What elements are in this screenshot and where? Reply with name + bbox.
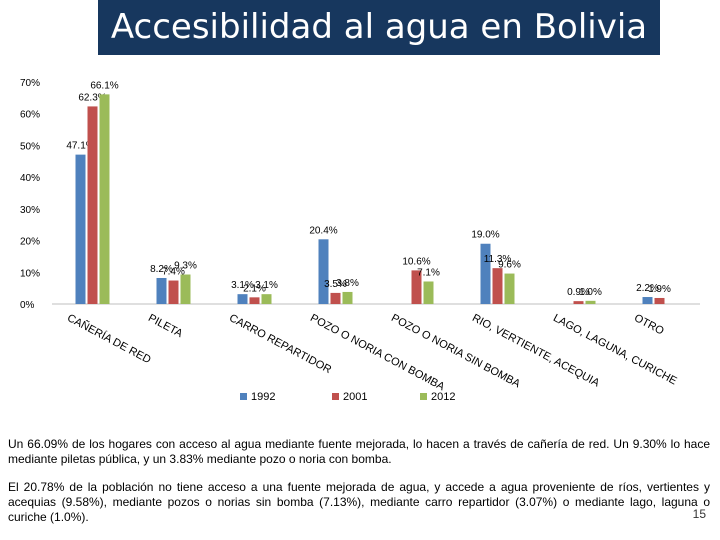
data-label: 3.1% [255, 280, 278, 291]
data-label: 9.3% [174, 261, 197, 272]
caption-paragraph-2: El 20.78% de la población no tiene acces… [8, 480, 710, 524]
legend-swatch-1992 [240, 393, 247, 400]
data-label: 1.0% [579, 287, 602, 298]
bar-1992 [156, 277, 167, 304]
bar-1992 [480, 243, 491, 304]
category-label: POZO O NORIA CON BOMBA [308, 312, 447, 393]
bar-2012 [261, 294, 272, 304]
category-label: CAÑERÍA DE RED [65, 311, 153, 366]
bar-2012 [504, 273, 515, 304]
category-label: PILETA [146, 312, 185, 340]
y-tick-label: 0% [20, 300, 35, 311]
legend-swatch-2012 [420, 393, 427, 400]
bar-2012 [342, 291, 353, 304]
data-label: 1.9% [648, 284, 671, 295]
bar-1992 [75, 154, 86, 304]
slide-title: Accesibilidad al agua en Bolivia [110, 7, 648, 47]
legend-swatch-2001 [332, 393, 339, 400]
data-label: 7.4% [162, 267, 185, 278]
data-label: 62.3% [78, 92, 106, 103]
bar-chart: 0% 10% 20% 30% 40% 50% 60% 70% 47.1% 8.2% 3.1% 20.4… [20, 78, 700, 403]
bar-2001 [168, 280, 179, 304]
data-label: 19.0% [471, 230, 499, 241]
data-label: 47.1% [66, 141, 94, 152]
data-label: 2.1% [243, 283, 266, 294]
data-label: 20.4% [309, 225, 337, 236]
category-label: OTRO [632, 312, 666, 338]
data-label: 66.1% [90, 80, 118, 91]
bar-2012 [99, 94, 110, 304]
bar-1992 [237, 294, 248, 304]
data-label: 2.2% [636, 283, 659, 294]
bar-2001 [654, 297, 665, 304]
bar-2001 [492, 268, 503, 304]
data-label: 3.8% [336, 278, 359, 289]
legend-label: 2001 [343, 391, 367, 403]
y-tick-label: 40% [20, 173, 40, 184]
bar-1992 [642, 297, 653, 304]
data-label: 3.1% [231, 280, 254, 291]
y-tick-label: 70% [20, 78, 40, 89]
y-tick-label: 30% [20, 205, 40, 216]
page-number: 15 [692, 507, 706, 521]
category-label: POZO O NORIA SIN BOMBA [389, 312, 523, 391]
bar-2001 [87, 106, 98, 304]
title-bar: Accesibilidad al agua en Bolivia [98, 0, 660, 55]
data-label: 7.1% [417, 267, 440, 278]
bar-2012 [180, 274, 191, 304]
category-label: RIO, VERTIENTE, ACEQUIA [470, 312, 602, 390]
data-label: 10.6% [402, 256, 430, 267]
bar-2012 [423, 281, 434, 304]
bar-1992 [318, 239, 329, 304]
bar-2001 [573, 301, 584, 304]
data-label: 9.6% [498, 260, 521, 271]
data-label: 3.5% [324, 279, 347, 290]
bar-2001 [330, 292, 341, 304]
caption-paragraph-1: Un 66.09% de los hogares con acceso al a… [8, 437, 710, 466]
data-label: 0.9% [567, 287, 590, 298]
y-tick-label: 20% [20, 237, 40, 248]
y-tick-label: 10% [20, 268, 40, 279]
bar-2001 [411, 270, 422, 304]
data-label: 8.2% [150, 264, 173, 275]
y-tick-label: 60% [20, 110, 40, 121]
legend-label: 1992 [251, 391, 275, 403]
legend-label: 2012 [431, 391, 455, 403]
data-label: 11.3% [484, 254, 512, 265]
bar-2012 [585, 300, 596, 304]
y-tick-label: 50% [20, 141, 40, 152]
bar-2001 [249, 297, 260, 304]
